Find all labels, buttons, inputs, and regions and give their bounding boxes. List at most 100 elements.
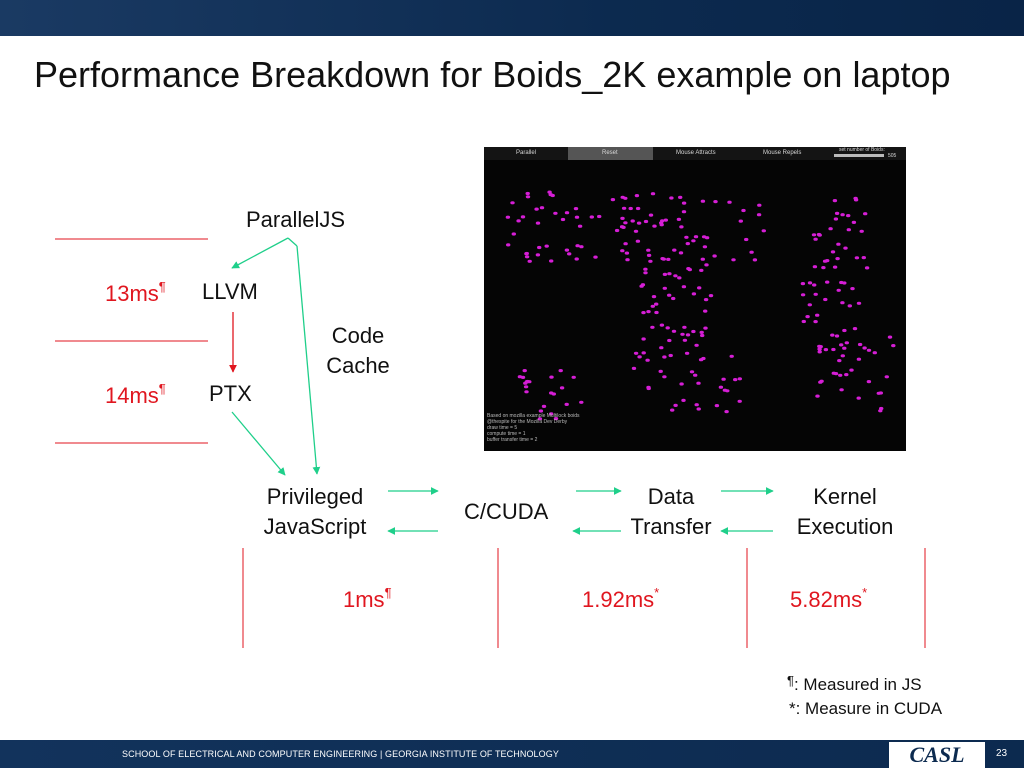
boids-info-text: Based on mozilla example Multilock boids… bbox=[487, 413, 580, 443]
node-ptx: PTX bbox=[209, 381, 252, 406]
boid-dot bbox=[643, 271, 648, 275]
timing-kernel-value: 5.82ms bbox=[790, 587, 863, 612]
timing-ptx-mark: ¶ bbox=[158, 381, 166, 396]
boid-dot bbox=[693, 235, 699, 239]
boid-dot bbox=[825, 259, 830, 263]
boid-dot bbox=[872, 351, 877, 355]
boid-dot bbox=[681, 398, 686, 402]
arrow-code-cache bbox=[296, 245, 321, 475]
boid-dot bbox=[857, 342, 863, 347]
boid-dot bbox=[535, 221, 541, 225]
boid-dot bbox=[839, 343, 844, 347]
boids-count-slider[interactable] bbox=[834, 154, 884, 157]
boid-dot bbox=[851, 220, 857, 224]
boid-dot bbox=[816, 232, 822, 237]
boid-dot bbox=[832, 265, 838, 269]
boid-dot bbox=[756, 213, 762, 217]
boid-dot bbox=[712, 254, 717, 258]
boid-dot bbox=[831, 371, 836, 375]
boid-dot bbox=[752, 258, 758, 262]
timing-llvm: 13ms¶ bbox=[105, 279, 166, 307]
boid-dot bbox=[628, 206, 633, 211]
menu-mouse-attracts[interactable]: Mouse Attracts bbox=[676, 150, 716, 156]
boid-dot bbox=[699, 330, 704, 334]
boid-dot bbox=[749, 250, 754, 254]
boid-dot bbox=[737, 399, 742, 403]
boid-dot bbox=[835, 257, 840, 261]
boid-dot bbox=[856, 396, 861, 400]
boid-dot bbox=[589, 215, 594, 219]
boid-dot bbox=[639, 284, 644, 288]
timing-ptx: 14ms¶ bbox=[105, 381, 166, 409]
boid-dot bbox=[541, 404, 547, 408]
menu-count-value: 505 bbox=[888, 153, 897, 159]
boid-dot bbox=[564, 211, 570, 215]
boid-dot bbox=[733, 378, 738, 382]
boid-dot bbox=[668, 353, 673, 358]
boid-dot bbox=[813, 292, 818, 296]
boid-dot bbox=[677, 276, 682, 280]
menu-mouse-repels[interactable]: Mouse Repels bbox=[763, 150, 802, 156]
boid-dot bbox=[694, 343, 699, 347]
boid-dot bbox=[727, 200, 732, 204]
menu-selected-highlight bbox=[568, 147, 653, 160]
boid-dot bbox=[652, 224, 657, 228]
boid-dot bbox=[631, 366, 637, 370]
boid-dot bbox=[738, 219, 743, 223]
boid-dot bbox=[693, 373, 698, 377]
boid-dot bbox=[641, 351, 646, 355]
timing-data-transfer: 1.92ms* bbox=[582, 585, 659, 613]
menu-set-number-label: set number of Boids: bbox=[839, 147, 885, 153]
boid-dot bbox=[654, 302, 659, 306]
boid-dot bbox=[506, 243, 511, 247]
boid-dot bbox=[662, 272, 668, 276]
boid-dot bbox=[567, 252, 572, 256]
boid-dot bbox=[535, 253, 541, 257]
boid-dot bbox=[847, 304, 852, 308]
arrow-paralleljs-privileged bbox=[287, 237, 298, 247]
boid-dot bbox=[813, 237, 818, 241]
boid-dot bbox=[637, 355, 642, 359]
footer-bar: SCHOOL OF ELECTRICAL AND COMPUTER ENGINE… bbox=[0, 740, 1024, 768]
boid-dot bbox=[807, 281, 813, 285]
boid-dot bbox=[678, 251, 684, 255]
boid-dot bbox=[725, 389, 730, 393]
boid-dot bbox=[691, 239, 696, 243]
boid-dot bbox=[696, 381, 701, 385]
arrow-paralleljs-llvm bbox=[231, 237, 289, 269]
boid-dot bbox=[815, 313, 820, 317]
boid-dot bbox=[805, 315, 810, 319]
boid-dot bbox=[859, 229, 864, 233]
boid-dot bbox=[701, 356, 706, 361]
menu-parallel[interactable]: Parallel bbox=[516, 150, 537, 156]
node-privileged-javascript: Privileged JavaScript bbox=[250, 482, 380, 542]
boid-dot bbox=[549, 259, 554, 263]
code-cache-line1: Code bbox=[331, 323, 385, 348]
boid-dot bbox=[691, 329, 696, 334]
boid-dot bbox=[527, 259, 532, 263]
casl-logo: CASL bbox=[887, 742, 985, 768]
boid-dot bbox=[694, 403, 699, 407]
boid-dot bbox=[866, 348, 872, 352]
menu-reset[interactable]: Reset bbox=[602, 150, 618, 156]
boid-dot bbox=[635, 206, 641, 211]
boid-dot bbox=[840, 301, 845, 305]
boid-dot bbox=[834, 334, 840, 338]
boid-dot bbox=[670, 408, 675, 412]
boid-dot bbox=[757, 203, 762, 207]
boid-dot bbox=[648, 213, 654, 217]
boid-dot bbox=[646, 253, 652, 257]
boid-dot bbox=[684, 351, 690, 355]
timing-llvm-mark: ¶ bbox=[158, 279, 166, 294]
boid-dot bbox=[636, 221, 642, 225]
boid-dot bbox=[878, 391, 883, 395]
boid-dot bbox=[812, 283, 817, 287]
boid-dot bbox=[833, 217, 839, 221]
boid-dot bbox=[844, 373, 849, 377]
boid-dot bbox=[817, 344, 822, 348]
boid-dot bbox=[650, 304, 655, 308]
footnote-cuda: *: Measure in CUDA bbox=[789, 699, 943, 718]
boid-dot bbox=[641, 311, 646, 315]
boid-dot bbox=[696, 407, 701, 411]
boid-dot bbox=[685, 242, 690, 246]
